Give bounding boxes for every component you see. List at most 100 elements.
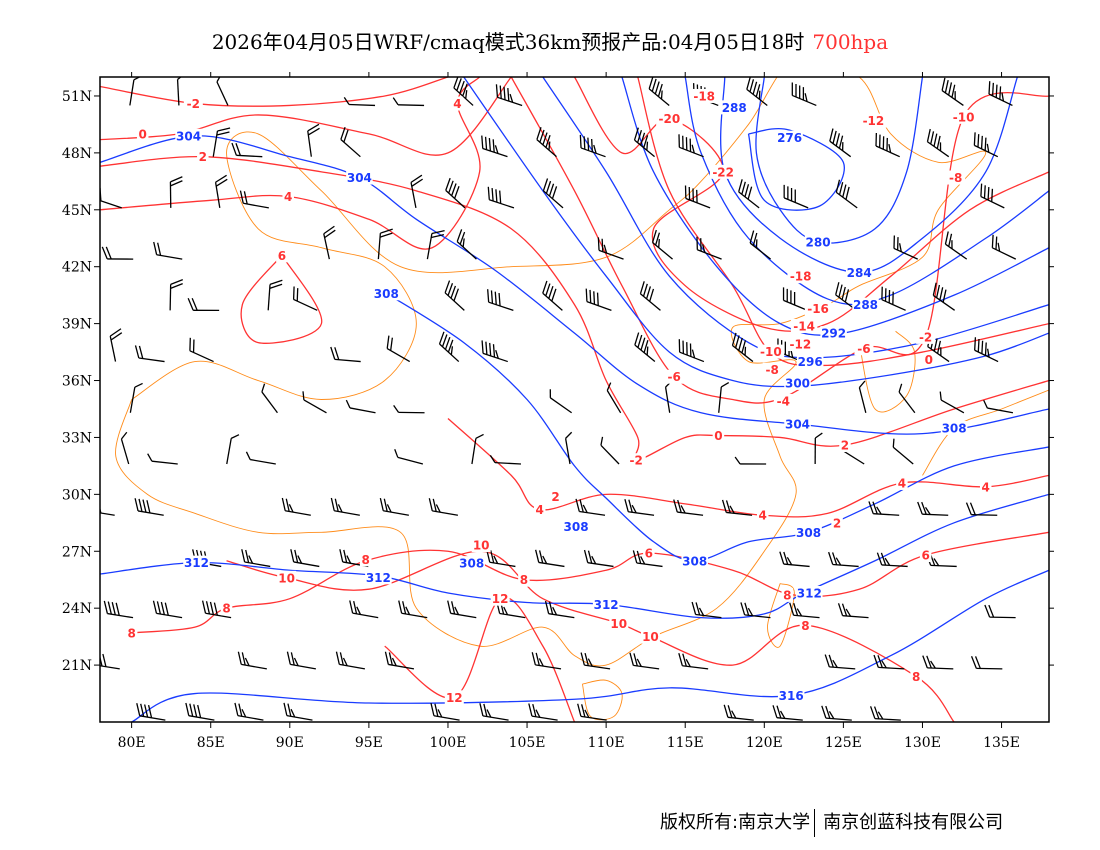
- wind-barb: [624, 499, 655, 516]
- temperature-label-bg: [757, 344, 785, 359]
- lat-tick-label: 45N: [62, 203, 92, 219]
- height-contour: [463, 77, 1049, 388]
- temperature-label-bg: [549, 489, 562, 504]
- lat-tick-label: 24N: [62, 601, 92, 617]
- height-label: 312: [366, 571, 391, 585]
- wind-barb: [430, 702, 460, 721]
- footer-separator: [814, 809, 816, 837]
- wind-barb: [579, 134, 606, 158]
- height-label: 308: [682, 554, 707, 568]
- wind-barb: [201, 600, 232, 619]
- wind-barb: [495, 84, 523, 107]
- lat-tick-label: 27N: [62, 544, 92, 560]
- temperature-label: 2: [833, 516, 841, 530]
- lon-tick-label: 130E: [904, 735, 941, 751]
- height-label-bg: [845, 265, 873, 280]
- japan-outline: [922, 389, 1049, 476]
- wind-barb: [585, 288, 612, 311]
- wind-barb: [453, 77, 474, 106]
- wind-barb: [980, 183, 1005, 209]
- wind-barb: [528, 703, 558, 721]
- temperature-label: -12: [863, 114, 885, 128]
- height-label-bg: [784, 417, 811, 432]
- temperature-label-bg: [950, 109, 977, 124]
- wind-barb: [984, 604, 1016, 619]
- wind-barb: [129, 382, 143, 413]
- temperature-label-bg: [220, 601, 233, 616]
- wind-barb: [237, 651, 267, 670]
- wind-barb: [875, 133, 900, 158]
- lon-tick-label: 115E: [667, 735, 704, 751]
- temperature-label-bg: [854, 341, 874, 356]
- wind-barb: [734, 456, 767, 465]
- temperature-label: -10: [953, 110, 975, 124]
- wind-barb: [531, 652, 562, 670]
- wind-barb: [384, 651, 415, 670]
- map-background: [100, 77, 1049, 722]
- temperature-label: -20: [659, 112, 681, 126]
- wind-barb: [821, 705, 852, 721]
- temperature-label-bg: [781, 587, 794, 602]
- temperature-label: 0: [714, 429, 722, 443]
- height-label: 304: [347, 171, 372, 185]
- wind-barbs: [100, 77, 1017, 721]
- wind-barb: [185, 702, 215, 721]
- temperature-label-bg: [518, 572, 530, 587]
- height-label: 288: [722, 101, 747, 115]
- temperature-label-bg: [762, 362, 782, 377]
- wind-barb: [678, 134, 704, 158]
- wind-barb: [583, 549, 614, 568]
- temperature-label-bg: [533, 502, 546, 517]
- wind-barb: [941, 77, 964, 106]
- wind-barb: [286, 651, 316, 670]
- wind-barb: [988, 81, 1013, 107]
- wind-barb: [835, 179, 858, 209]
- height-label-bg: [784, 375, 811, 390]
- temperature-label: -16: [807, 302, 829, 316]
- height-label-bg: [592, 597, 620, 612]
- wind-barb: [789, 602, 820, 619]
- temperature-label: 6: [645, 547, 653, 561]
- temperature-label: 6: [921, 549, 929, 563]
- wind-barb: [772, 705, 803, 721]
- wind-barb: [917, 501, 949, 516]
- wind-barb: [970, 656, 1003, 670]
- temperature-label-bg: [282, 189, 294, 204]
- temperature-label-bg: [125, 625, 138, 640]
- height-label: 280: [806, 236, 831, 250]
- height-label-bg: [681, 553, 708, 568]
- wind-barb: [302, 391, 327, 414]
- height-label: 304: [176, 129, 201, 143]
- wind-barb: [779, 551, 810, 568]
- height-contour: [684, 77, 1049, 306]
- wind-barb: [426, 230, 445, 260]
- lat-tick-label: 36N: [62, 374, 92, 390]
- height-label: 308: [374, 287, 399, 301]
- temperature-label-bg: [916, 329, 936, 344]
- wind-barb: [393, 404, 425, 414]
- temperature-label: -22: [712, 165, 734, 179]
- wind-barb: [134, 345, 165, 363]
- temperature-label: 8: [801, 619, 809, 633]
- temperature-contour: [100, 77, 481, 250]
- wind-barb: [349, 600, 379, 619]
- wind-barb: [633, 127, 655, 158]
- temperature-label: -18: [790, 270, 812, 284]
- temperature-label: -12: [790, 338, 812, 352]
- temperature-label-bg: [626, 453, 646, 468]
- wind-barb: [782, 287, 808, 311]
- wind-barb: [343, 96, 376, 107]
- height-label: 308: [942, 421, 967, 435]
- wind-barb: [447, 600, 477, 619]
- temperature-label-bg: [444, 690, 464, 705]
- wind-barb: [234, 702, 264, 721]
- wind-barb: [176, 77, 185, 106]
- lat-tick-label: 21N: [62, 658, 92, 674]
- wind-barb: [858, 380, 867, 413]
- temperature-label: 8: [362, 553, 370, 567]
- temperature-label: 6: [278, 249, 286, 263]
- height-label: 304: [785, 418, 810, 432]
- korea-outline: [858, 330, 916, 413]
- wind-barb: [292, 286, 318, 311]
- wind-barb: [386, 335, 411, 363]
